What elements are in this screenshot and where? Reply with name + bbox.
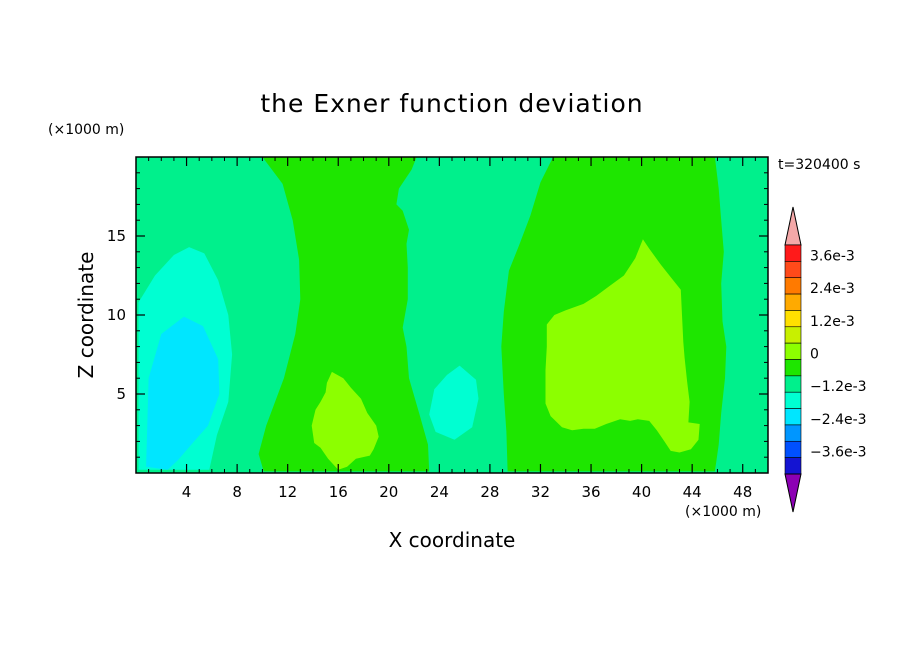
y-tick-label: 15 (107, 227, 126, 245)
colorbar-level (784, 261, 802, 279)
x-tick-label: 16 (329, 483, 348, 501)
colorbar-tick-label: −2.4e-3 (810, 412, 867, 428)
colorbar-tick-label: −1.2e-3 (810, 379, 867, 395)
colorbar-tick-label: 1.2e-3 (810, 314, 855, 330)
x-tick-label: 40 (632, 483, 651, 501)
y-axis: 5 10 15 (107, 172, 768, 458)
colorbar-tick-label: 0 (810, 347, 819, 363)
x-tick-label: 48 (733, 483, 752, 501)
contour-region-3 (258, 157, 430, 472)
colorbar-tick-label: −3.6e-3 (810, 445, 867, 461)
colorbar-bottom-arrow (784, 473, 802, 513)
contour-region-4 (429, 365, 479, 440)
chart-title: the Exner function deviation (260, 89, 643, 118)
colorbar-level (784, 375, 802, 393)
colorbar-level (784, 391, 802, 409)
colorbar-level (784, 326, 802, 344)
time-label: t=320400 s (778, 157, 860, 173)
contour-plot-area (136, 157, 768, 473)
x-tick-label: 8 (232, 483, 242, 501)
x-tick-label: 4 (182, 483, 192, 501)
colorbar-tick-label: 2.4e-3 (810, 281, 855, 297)
x-tick-label: 20 (379, 483, 398, 501)
colorbar-level (784, 408, 802, 426)
contour-region-7 (545, 239, 700, 453)
x-axis-label: X coordinate (389, 528, 516, 552)
x-tick-label: 12 (278, 483, 297, 501)
colorbar-level (784, 457, 802, 475)
colorbar-top-arrow (784, 206, 802, 246)
x-tick-label: 44 (683, 483, 702, 501)
y-unit-label: (×1000 m) (48, 122, 124, 138)
contour-region-2 (146, 316, 220, 470)
colorbar-level (784, 359, 802, 377)
colorbar-level (784, 277, 802, 295)
x-tick-label: 28 (480, 483, 499, 501)
colorbar-level (784, 310, 802, 328)
x-unit-label: (×1000 m) (685, 504, 761, 520)
x-tick-label: 32 (531, 483, 550, 501)
colorbar-level (784, 342, 802, 360)
colorbar-level (784, 244, 802, 262)
colorbar-level (784, 440, 802, 458)
x-tick-label: 36 (581, 483, 600, 501)
y-tick-label: 10 (107, 306, 126, 324)
colorbar-tick-label: 3.6e-3 (810, 248, 855, 264)
y-tick-label: 5 (116, 385, 126, 403)
x-tick-label: 24 (430, 483, 449, 501)
colorbar-level (784, 293, 802, 311)
colorbar-level (784, 424, 802, 442)
contour-region-6 (311, 371, 379, 470)
x-axis: 4 8 12 16 20 24 28 32 36 40 44 48 (148, 157, 756, 501)
y-axis-label: Z coordinate (74, 252, 98, 379)
colorbar: 3.6e-3 2.4e-3 1.2e-3 0 −1.2e-3 −2.4e-3 −3.6e-3 (784, 206, 867, 513)
